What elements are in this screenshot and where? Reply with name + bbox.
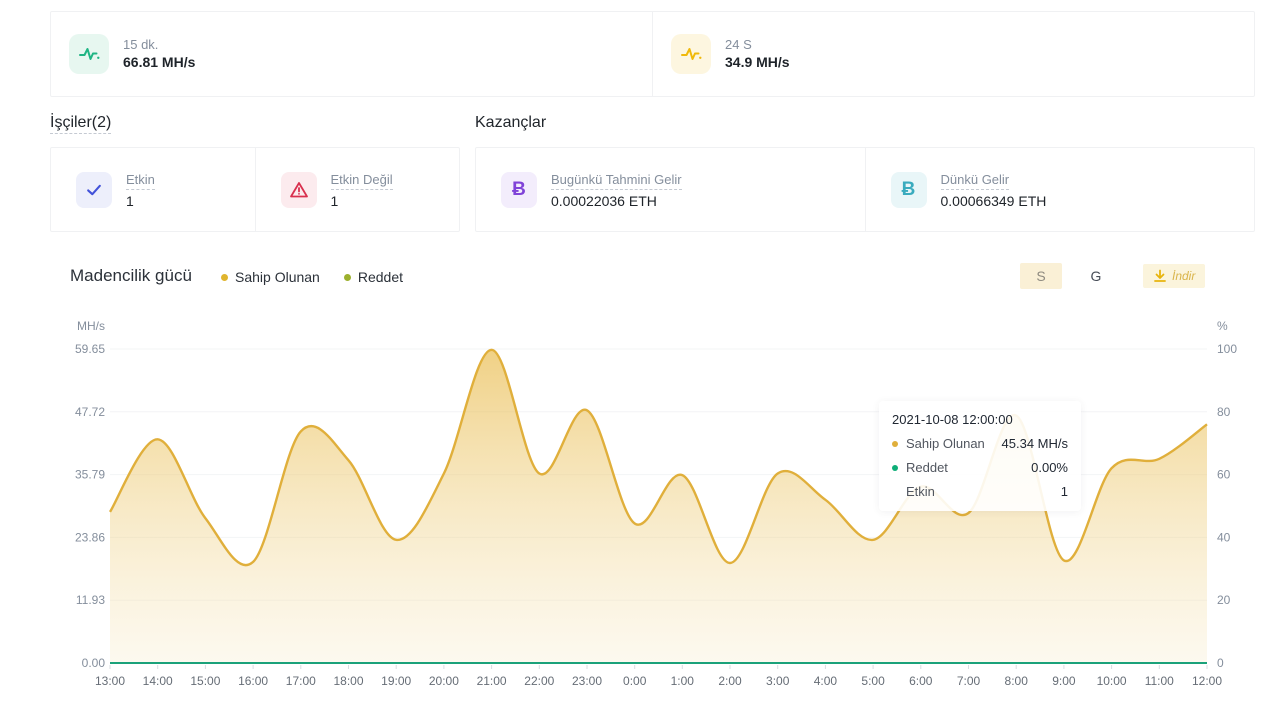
workers-active-value: 1 bbox=[126, 192, 134, 209]
crypto-b-icon: Ƀ bbox=[501, 171, 537, 208]
workers-active-cell: Etkin 1 bbox=[51, 148, 255, 231]
x-axis-label: 12:00 bbox=[1192, 674, 1222, 688]
workers-inactive-label: Etkin Değil bbox=[330, 172, 393, 190]
chart-tooltip: 2021-10-08 12:00:00 Sahip Olunan 45.34 M… bbox=[879, 401, 1081, 511]
x-axis-label: 19:00 bbox=[381, 674, 411, 688]
x-axis-label: 23:00 bbox=[572, 674, 602, 688]
x-axis-label: 8:00 bbox=[1005, 674, 1029, 688]
y-axis-unit-right: % bbox=[1217, 319, 1228, 333]
y-axis-label-right: 40 bbox=[1217, 530, 1231, 544]
legend-label: Reddet bbox=[357, 269, 403, 285]
y-axis-label-left: 23.86 bbox=[75, 530, 105, 544]
hour-toggle-button[interactable]: S bbox=[1020, 263, 1062, 289]
download-label: İndir bbox=[1172, 269, 1196, 283]
earnings-yesterday-cell: Ƀ Dünkü Gelir 0.00066349 ETH bbox=[864, 148, 1255, 231]
earnings-today-label: Bugünkü Tahmini Gelir bbox=[551, 172, 682, 190]
tooltip-timestamp: 2021-10-08 12:00:00 bbox=[892, 412, 1013, 427]
crypto-b-icon: Ƀ bbox=[890, 171, 927, 208]
legend-dot bbox=[343, 273, 351, 281]
pulse-icon bbox=[69, 34, 109, 74]
stat-value: 34.9 MH/s bbox=[725, 54, 790, 70]
workers-active-label: Etkin bbox=[126, 172, 155, 190]
x-axis-label: 14:00 bbox=[143, 674, 173, 688]
stat-label: 24 S bbox=[725, 37, 752, 52]
earnings-today-cell: Ƀ Bugünkü Tahmini Gelir 0.00022036 ETH bbox=[476, 148, 865, 231]
warning-icon bbox=[280, 171, 317, 208]
mining-power-chart[interactable]: MH/s 0.00 11.93 23.86 35.79 47.72 59.65% 0 20 40 6… bbox=[0, 310, 1277, 708]
x-axis-label: 2:00 bbox=[718, 674, 742, 688]
stat-15min: 15 dk. 66.81 MH/s bbox=[51, 12, 652, 96]
x-axis-label: 1:00 bbox=[671, 674, 695, 688]
workers-section-title: İşçiler(2) bbox=[50, 114, 112, 134]
stat-24h: 24 S 34.9 MH/s bbox=[652, 12, 1254, 96]
x-axis-label: 22:00 bbox=[524, 674, 554, 688]
y-axis-label-left: 11.93 bbox=[76, 593, 105, 607]
hashrate-stats-panel: 15 dk. 66.81 MH/s 24 S 34.9 MH/s bbox=[50, 11, 1255, 97]
stat-value: 66.81 MH/s bbox=[123, 54, 196, 70]
legend-dot bbox=[221, 273, 228, 281]
x-axis-label: 20:00 bbox=[429, 674, 459, 688]
pulse-icon bbox=[671, 34, 711, 74]
stat-label: 15 dk. bbox=[123, 37, 159, 52]
x-axis-label: 11:00 bbox=[1145, 674, 1174, 688]
earnings-card: Ƀ Bugünkü Tahmini Gelir 0.00022036 ETH Ƀ… bbox=[475, 147, 1255, 232]
x-axis-label: 16:00 bbox=[238, 674, 268, 688]
series-dot bbox=[892, 464, 898, 471]
series-dot bbox=[892, 440, 898, 447]
x-axis-label: 21:00 bbox=[477, 674, 507, 688]
y-axis-label-left: 35.79 bbox=[75, 468, 105, 482]
y-axis-label-right: 100 bbox=[1217, 342, 1237, 356]
chart-title: Madencilik gücü bbox=[70, 266, 192, 285]
x-axis-label: 10:00 bbox=[1097, 674, 1127, 688]
earnings-today-value: 0.00022036 ETH bbox=[551, 192, 657, 209]
legend-item-sahip-olunan[interactable]: Sahip Olunan bbox=[221, 269, 320, 285]
y-axis-label-right: 60 bbox=[1217, 468, 1231, 482]
legend-label: Sahip Olunan bbox=[235, 269, 320, 285]
workers-card: Etkin 1 Etkin Değil 1 bbox=[50, 147, 460, 232]
workers-inactive-value: 1 bbox=[330, 192, 339, 209]
download-icon bbox=[1154, 269, 1166, 282]
y-axis-label-left: 0.00 bbox=[82, 656, 106, 670]
x-axis-label: 15:00 bbox=[190, 674, 220, 688]
x-axis-label: 17:00 bbox=[286, 674, 316, 688]
chart-canvas: MH/s 0.00 11.93 23.86 35.79 47.72 59.65% 0 20 40 6… bbox=[75, 319, 1237, 688]
workers-inactive-cell: Etkin Değil 1 bbox=[254, 148, 460, 231]
x-axis-label: 7:00 bbox=[957, 674, 981, 688]
area-fill-sahip-olunan bbox=[110, 349, 1207, 663]
earnings-section-title: Kazançlar bbox=[475, 114, 547, 131]
x-axis-label: 9:00 bbox=[1052, 674, 1076, 688]
chart-legend: Sahip Olunan Reddet bbox=[221, 269, 403, 285]
x-axis-label: 0:00 bbox=[623, 674, 647, 688]
earnings-yesterday-value: 0.00066349 ETH bbox=[940, 192, 1047, 209]
y-axis-label-left: 47.72 bbox=[75, 405, 105, 419]
x-axis-label: 6:00 bbox=[909, 674, 933, 688]
tooltip-row-sahip-olunan: Sahip Olunan 45.34 MH/s bbox=[892, 436, 1068, 451]
tooltip-row-reddet: Reddet 0.00% bbox=[892, 460, 1068, 475]
x-axis-label: 5:00 bbox=[861, 674, 885, 688]
check-icon bbox=[76, 171, 112, 208]
y-axis-label-right: 0 bbox=[1217, 656, 1224, 670]
earnings-yesterday-label: Dünkü Gelir bbox=[940, 172, 1010, 190]
y-axis-label-right: 20 bbox=[1217, 593, 1231, 607]
y-axis-label-right: 80 bbox=[1217, 405, 1231, 419]
y-axis-unit-left: MH/s bbox=[77, 319, 105, 333]
legend-item-reddet[interactable]: Reddet bbox=[343, 269, 403, 285]
y-axis-label-left: 59.65 bbox=[75, 342, 105, 356]
download-button[interactable]: İndir bbox=[1143, 264, 1206, 288]
x-axis-label: 3:00 bbox=[766, 674, 790, 688]
x-axis-label: 13:00 bbox=[95, 674, 125, 688]
tooltip-row-etkin: Etkin 1 bbox=[906, 484, 1068, 499]
x-axis-label: 18:00 bbox=[333, 674, 363, 688]
day-toggle-button[interactable]: G bbox=[1090, 268, 1102, 284]
x-axis-label: 4:00 bbox=[814, 674, 838, 688]
